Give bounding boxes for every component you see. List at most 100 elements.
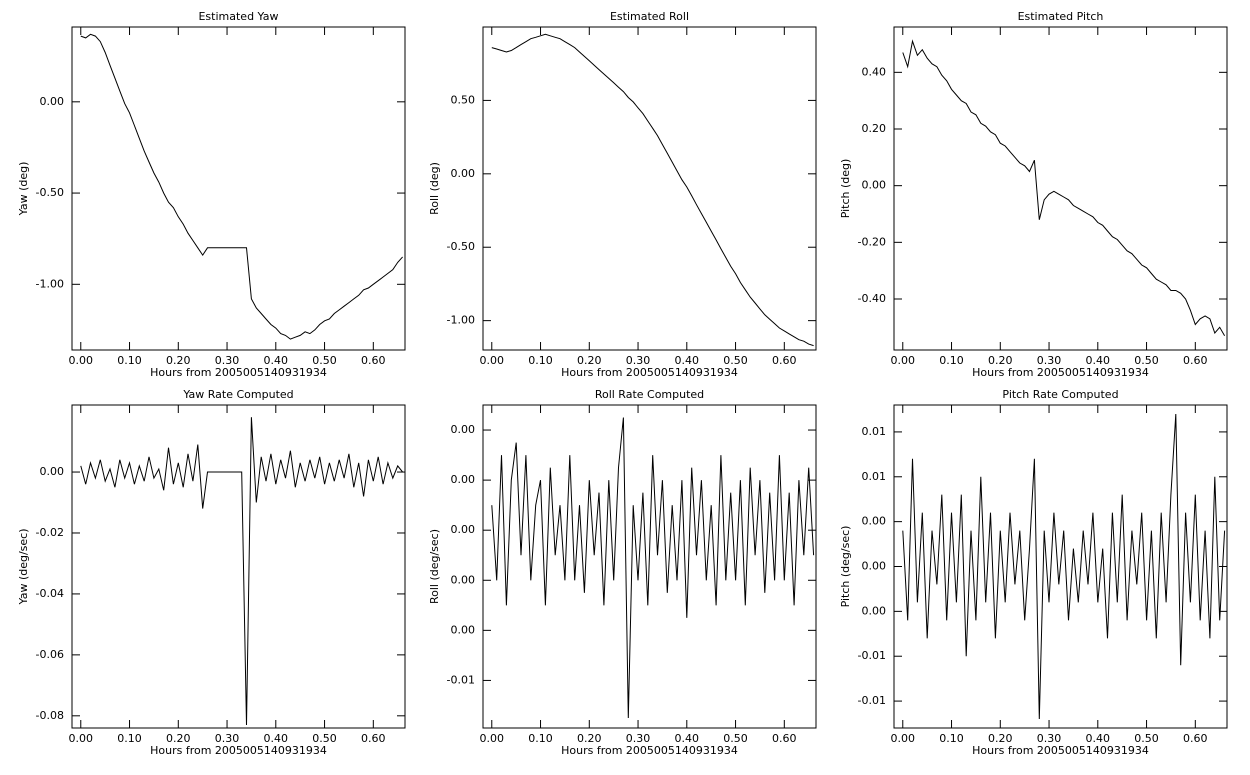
x-tick-label: 0.30 [215, 732, 240, 745]
y-tick-label: -0.06 [36, 648, 64, 661]
chart-title: Yaw Rate Computed [182, 388, 293, 401]
y-axis-label: Roll (deg) [428, 162, 441, 215]
x-tick-label: 0.20 [988, 732, 1013, 745]
y-axis-label: Roll (deg/sec) [428, 529, 441, 604]
x-tick-label: 0.00 [69, 732, 94, 745]
y-axis-label: Pitch (deg/sec) [839, 526, 852, 608]
y-tick-label: 0.00 [40, 95, 65, 108]
x-axis-label: Hours from 2005005140931934 [561, 744, 738, 757]
panel: Estimated Yaw Hours from 2005005140931934… [17, 10, 406, 379]
x-tick-label: 0.00 [480, 732, 505, 745]
x-tick-label: 0.50 [723, 732, 748, 745]
y-tick-label: -1.00 [36, 277, 64, 290]
plot-frame [482, 404, 817, 729]
data-line [491, 417, 815, 719]
x-tick-label: 0.30 [626, 732, 651, 745]
chart-title: Roll Rate Computed [595, 388, 704, 401]
plot-area [491, 417, 815, 719]
x-tick-label: 0.60 [1183, 354, 1208, 367]
plot-area [80, 33, 403, 340]
x-tick-label: 0.10 [939, 354, 964, 367]
panel: Pitch Rate Computed Hours from 2005005140… [839, 388, 1228, 757]
y-tick-label: 0.00 [40, 465, 65, 478]
y-tick-label: -0.01 [447, 673, 475, 686]
plot-frame [893, 404, 1228, 729]
x-tick-label: 0.50 [1134, 732, 1159, 745]
x-tick-label: 0.30 [215, 354, 240, 367]
x-tick-label: 0.00 [69, 354, 94, 367]
y-tick-label: 0.00 [862, 179, 887, 192]
y-tick-label: -0.50 [36, 186, 64, 199]
y-tick-label: 0.01 [862, 425, 887, 438]
x-tick-label: 0.20 [166, 354, 191, 367]
plot-frame [482, 26, 817, 351]
data-line [80, 417, 403, 726]
panel: Estimated Roll Hours from 200500514093193… [428, 10, 817, 379]
x-axis-label: Hours from 2005005140931934 [150, 744, 327, 757]
y-tick-label: 0.50 [451, 93, 476, 106]
x-tick-label: 0.40 [675, 354, 700, 367]
x-tick-label: 0.10 [939, 732, 964, 745]
y-tick-label: 0.00 [862, 560, 887, 573]
x-tick-label: 0.50 [723, 354, 748, 367]
x-tick-label: 0.00 [891, 354, 916, 367]
x-tick-label: 0.50 [312, 732, 337, 745]
panel: Roll Rate Computed Hours from 20050051409… [428, 388, 817, 757]
panel: Yaw Rate Computed Hours from 200500514093… [17, 388, 406, 757]
y-tick-label: 0.00 [862, 515, 887, 528]
y-axis-label: Yaw (deg/sec) [17, 528, 30, 605]
chart-title: Pitch Rate Computed [1002, 388, 1118, 401]
x-tick-label: 0.40 [264, 732, 289, 745]
y-tick-label: -0.04 [36, 587, 64, 600]
x-tick-label: 0.20 [577, 732, 602, 745]
y-tick-label: 0.20 [862, 122, 887, 135]
data-line [80, 33, 403, 340]
data-line [902, 39, 1226, 337]
x-axis-label: Hours from 2005005140931934 [972, 744, 1149, 757]
x-tick-label: 0.60 [772, 732, 797, 745]
y-tick-label: 0.01 [862, 470, 887, 483]
x-tick-label: 0.20 [577, 354, 602, 367]
y-tick-label: -1.00 [447, 314, 475, 327]
plot-area [491, 33, 814, 347]
chart-title: Estimated Yaw [198, 10, 278, 23]
x-tick-label: 0.30 [1037, 354, 1062, 367]
x-axis-label: Hours from 2005005140931934 [972, 366, 1149, 379]
plot-area [902, 413, 1226, 720]
y-tick-label: -0.20 [858, 235, 886, 248]
panel: Estimated Pitch Hours from 20050051409319… [839, 10, 1228, 379]
plot-area [902, 39, 1226, 337]
x-tick-label: 0.00 [891, 732, 916, 745]
x-tick-label: 0.40 [1086, 354, 1111, 367]
y-tick-label: 0.00 [451, 573, 476, 586]
x-tick-label: 0.30 [1037, 732, 1062, 745]
x-tick-label: 0.10 [528, 354, 553, 367]
y-tick-label: -0.01 [858, 649, 886, 662]
y-tick-label: -0.08 [36, 709, 64, 722]
data-line [902, 413, 1226, 720]
y-tick-label: -0.02 [36, 526, 64, 539]
y-tick-label: -0.50 [447, 240, 475, 253]
chart-title: Estimated Roll [610, 10, 689, 23]
x-tick-label: 0.00 [480, 354, 505, 367]
chart-title: Estimated Pitch [1018, 10, 1104, 23]
y-tick-label: -0.40 [858, 292, 886, 305]
plot-frame [71, 26, 406, 351]
x-tick-label: 0.50 [312, 354, 337, 367]
data-line [491, 33, 814, 347]
x-tick-label: 0.60 [361, 354, 386, 367]
x-tick-label: 0.20 [166, 732, 191, 745]
x-tick-label: 0.30 [626, 354, 651, 367]
plot-frame [893, 26, 1228, 351]
x-tick-label: 0.40 [1086, 732, 1111, 745]
y-tick-label: 0.00 [451, 423, 476, 436]
y-tick-label: 0.00 [451, 623, 476, 636]
x-tick-label: 0.50 [1134, 354, 1159, 367]
plot-frame [71, 404, 406, 729]
y-tick-label: 0.00 [862, 604, 887, 617]
x-axis-label: Hours from 2005005140931934 [150, 366, 327, 379]
y-axis-label: Pitch (deg) [839, 159, 852, 219]
y-tick-label: 0.40 [862, 65, 887, 78]
plot-area [80, 417, 403, 726]
